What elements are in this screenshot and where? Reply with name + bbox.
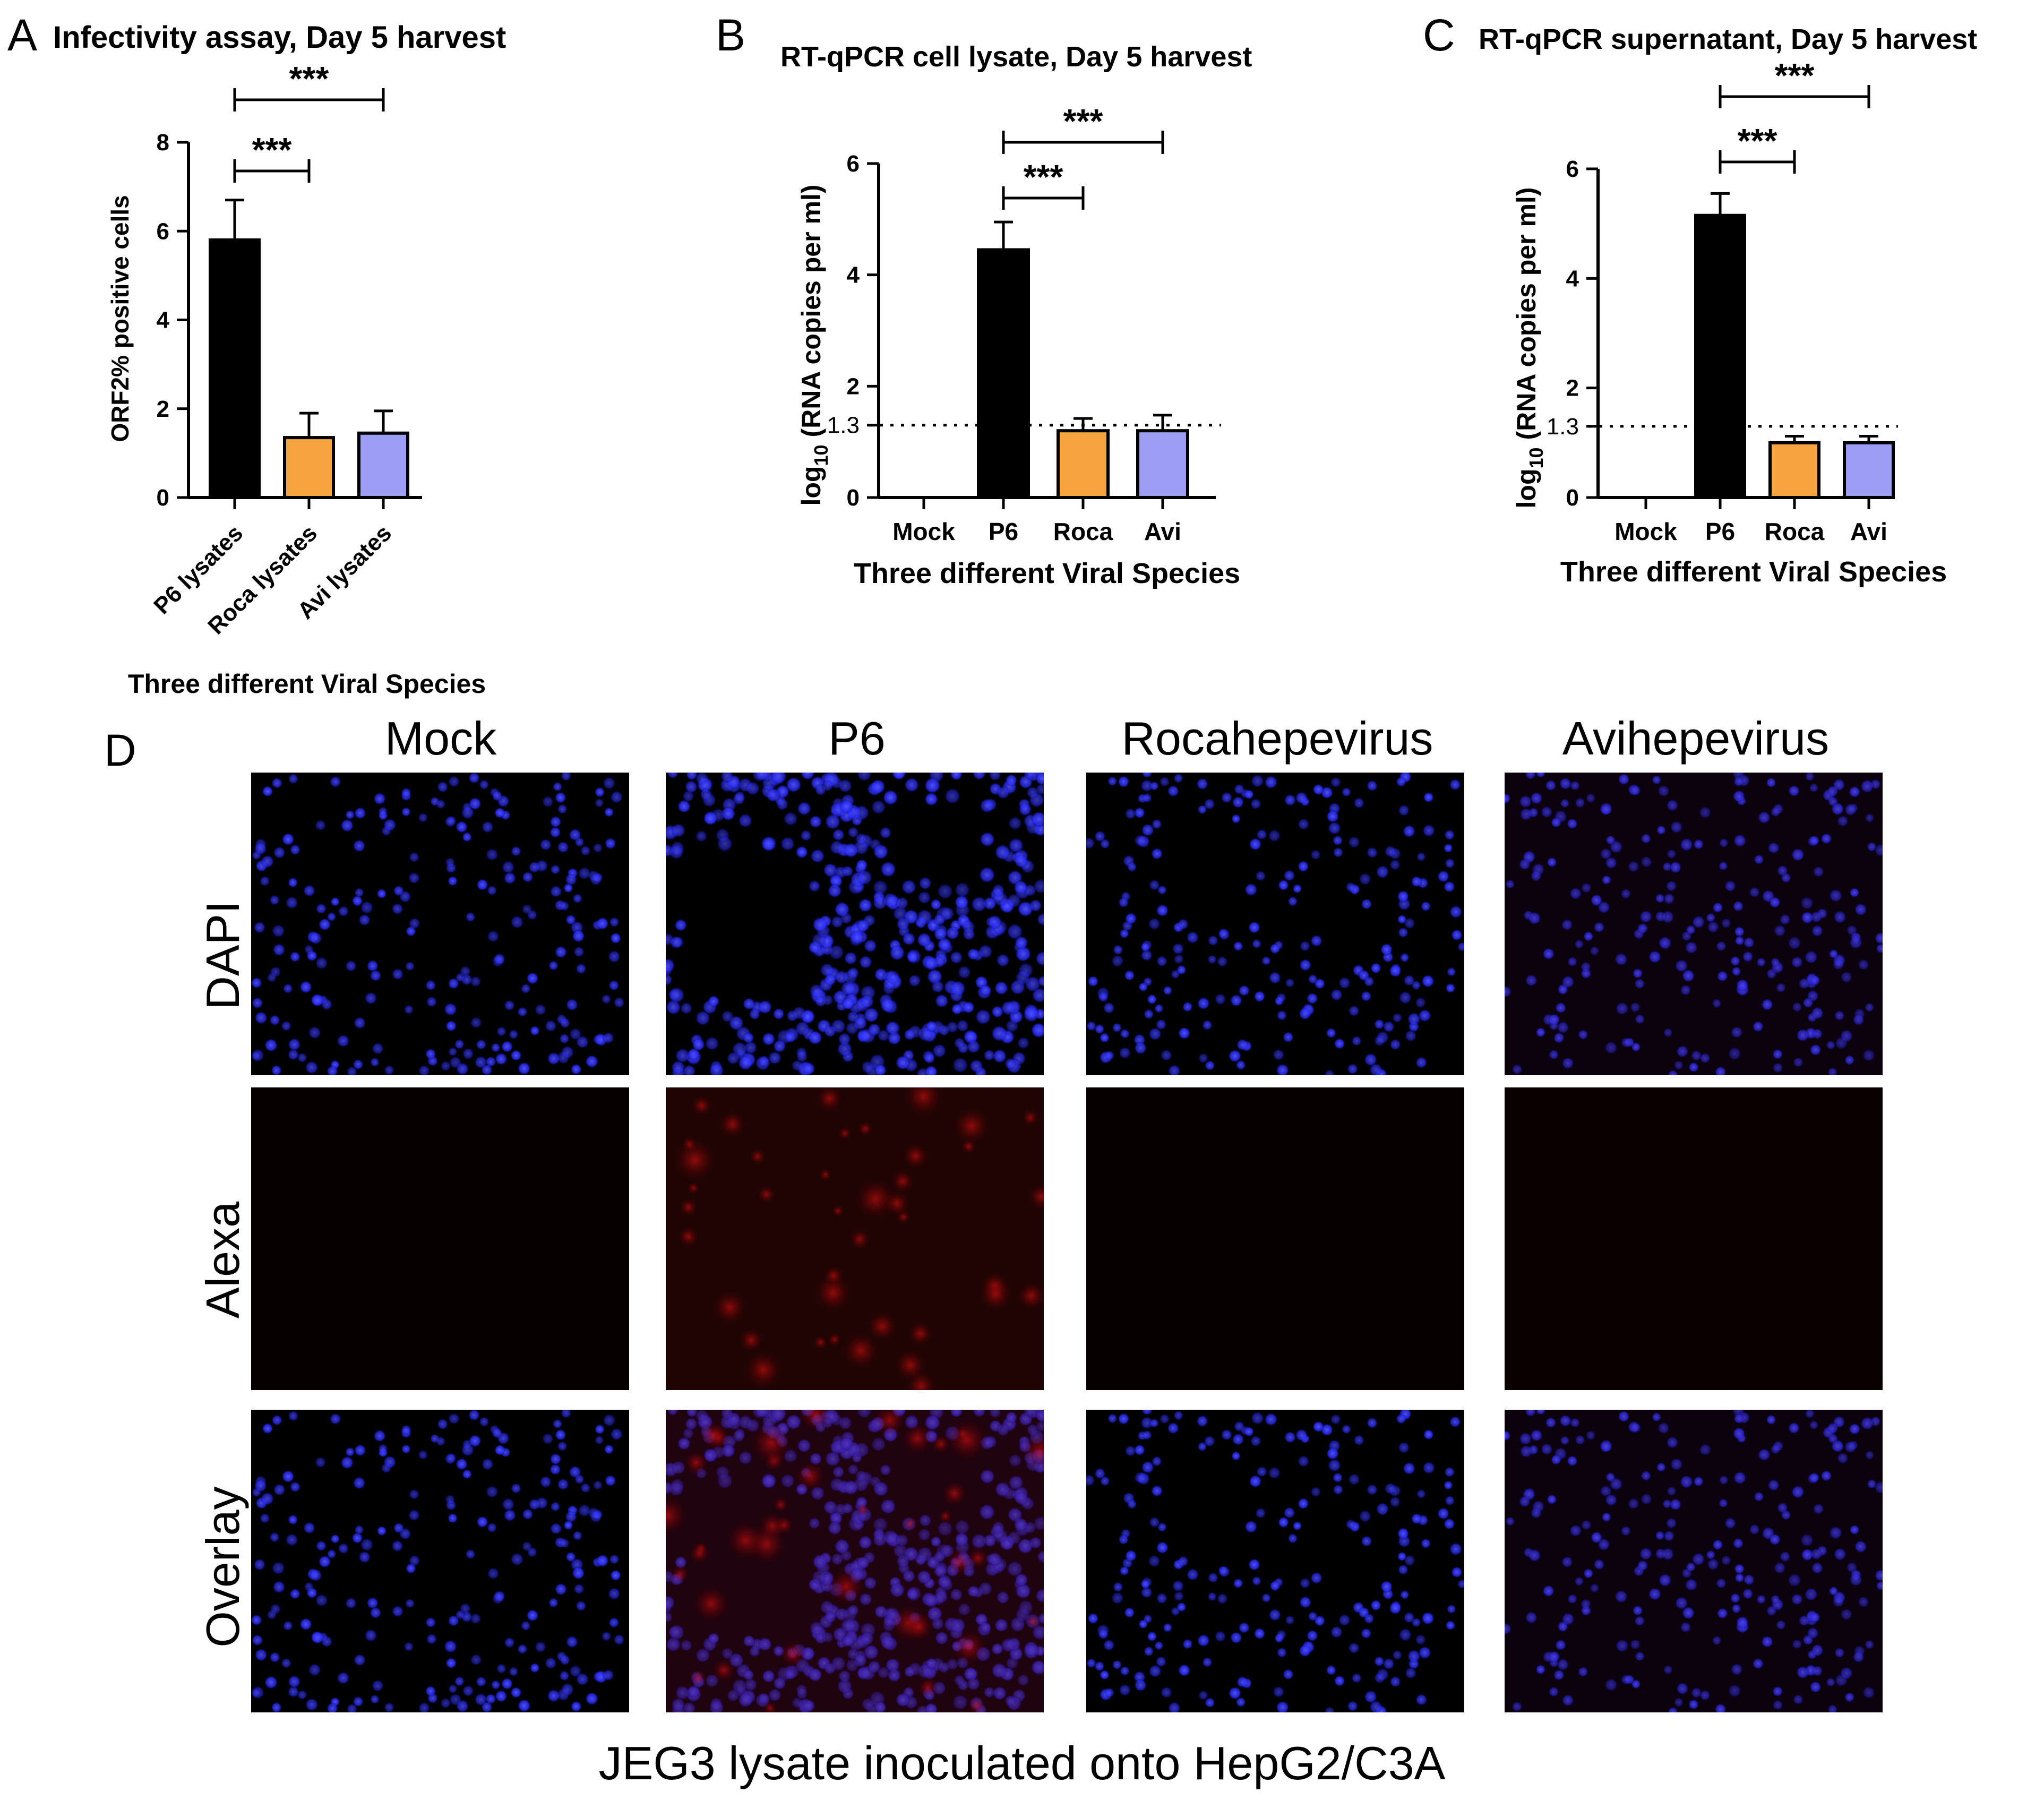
x-tick-label: P6 [989,518,1018,545]
y-tick-label: 4 [847,262,860,288]
y-tick-label: 4 [157,307,170,333]
x-tick-label: Avi [1850,518,1887,545]
y-axis-label: log10 (RNA copies per ml) [796,185,832,506]
y-tick-label: 2 [847,373,860,399]
y-tick-label: 8 [157,130,169,156]
chart-title: RT-qPCR cell lysate, Day 5 harvest [780,41,1252,73]
micrograph-alexa-p6 [666,1087,1044,1390]
row-header-overlay: Overlay [196,1486,249,1648]
y-tick-label: 6 [847,151,860,177]
x-axis-label: Three different Viral Species [128,669,486,699]
chart-title: Infectivity assay, Day 5 harvest [53,20,506,55]
micrograph-overlay-rocahepevirus [1086,1410,1464,1712]
significance-label: *** [1775,56,1815,95]
micrograph-canvas [1505,1087,1883,1390]
micrograph-alexa-avihepevirus [1505,1087,1883,1390]
y-tick-label: 2 [157,396,169,422]
x-axis-label: Three different Viral Species [854,558,1240,589]
bar [1768,441,1820,499]
significance-label: *** [1024,158,1063,196]
significance-label: *** [1738,122,1777,160]
bar [1694,213,1746,500]
micrograph-canvas [666,773,1044,1075]
micrograph-overlay-mock [251,1410,629,1712]
micrograph-canvas [251,1087,629,1390]
micrograph-overlay-avihepevirus [1505,1410,1883,1712]
micrograph-alexa-rocahepevirus [1086,1087,1464,1390]
micrograph-canvas [251,773,629,1075]
y-tick-label: 2 [1566,375,1579,401]
panel-letter-d: D [104,725,136,775]
bar [283,436,335,500]
bar [977,248,1030,499]
micrograph-canvas [251,1410,629,1712]
reference-line-label: 1.3 [827,413,860,439]
x-tick-label: Roca [1053,518,1113,545]
y-tick-label: 0 [157,485,169,511]
bar [1843,441,1895,499]
panel-letter-c: C [1423,10,1455,60]
column-header-mock: Mock [384,712,497,765]
chart-panel-c: RT-qPCR supernatant, Day 5 harvest 0 2 4 6 1… [1479,23,1977,588]
y-axis-label: ORF2% positive cells [106,195,134,442]
bar [1057,429,1110,500]
x-tick-label: Mock [892,518,955,545]
y-tick-label: 6 [157,218,169,244]
column-header-p6: P6 [828,712,886,765]
micrograph-canvas [666,1087,1044,1390]
bar [209,238,261,499]
micrograph-canvas [1505,1410,1883,1712]
y-tick-label: 4 [1566,265,1579,292]
column-header-rocahepevirus: Rocahepevirus [1121,712,1433,765]
significance-label: *** [1063,102,1103,140]
y-axis-label: log10 (RNA copies per ml) [1511,187,1547,509]
figure-caption: JEG3 lysate inoculated onto HepG2/C3A [598,1737,1446,1789]
micrograph-dapi-avihepevirus [1505,773,1883,1075]
micrograph-overlay-p6 [666,1410,1044,1712]
panel-letter-b: B [716,10,746,60]
y-tick-label: 0 [1566,485,1579,511]
chart-panel-a: Infectivity assay, Day 5 harvest 02468P6… [53,20,506,699]
micrograph-dapi-mock [251,773,629,1075]
micrograph-canvas [1086,1087,1464,1390]
micrograph-canvas [1086,773,1464,1075]
bar [357,431,409,500]
panel-letter-a: A [7,10,38,60]
x-tick-label: Avi [1144,518,1181,545]
micrograph-dapi-p6 [666,773,1044,1075]
chart-title: RT-qPCR supernatant, Day 5 harvest [1479,23,1977,55]
x-tick-label: P6 [1705,518,1735,545]
micrograph-canvas [1505,773,1883,1075]
row-header-alexa: Alexa [196,1201,249,1319]
row-header-dapi: DAPI [196,901,249,1010]
micrograph-canvas [666,1410,1044,1712]
reference-line-label: 1.3 [1547,414,1579,440]
column-header-avihepevirus: Avihepevirus [1562,712,1830,765]
x-tick-label: Roca [1765,518,1825,545]
micrograph-alexa-mock [251,1087,629,1390]
significance-label: *** [252,131,292,169]
micrograph-dapi-rocahepevirus [1086,773,1464,1075]
significance-label: *** [289,59,329,98]
x-tick-label: Mock [1614,518,1677,545]
micrograph-canvas [1086,1410,1464,1712]
y-tick-label: 6 [1566,156,1579,182]
y-tick-label: 0 [847,485,860,511]
chart-panel-b: RT-qPCR cell lysate, Day 5 harvest 0 2 4 6 1… [780,41,1252,589]
bar [1136,429,1189,500]
x-axis-label: Three different Viral Species [1560,556,1947,588]
